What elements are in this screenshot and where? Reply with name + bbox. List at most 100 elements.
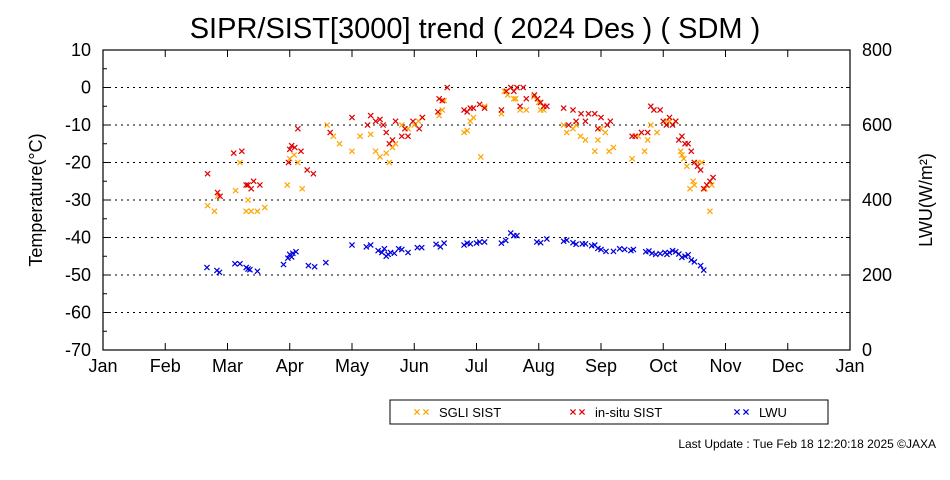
y-tick-label: -60 bbox=[65, 303, 91, 323]
data-point bbox=[203, 264, 210, 271]
data-point bbox=[602, 248, 610, 255]
data-point bbox=[439, 106, 446, 114]
data-point bbox=[383, 150, 390, 157]
x-tick-label: Feb bbox=[150, 356, 181, 376]
data-point bbox=[582, 240, 589, 247]
legend-marker bbox=[413, 408, 421, 416]
data-point bbox=[663, 121, 670, 129]
data-point bbox=[380, 121, 387, 129]
data-point bbox=[470, 105, 477, 112]
x-tick-label: May bbox=[335, 356, 369, 376]
data-point bbox=[372, 148, 379, 155]
data-point bbox=[467, 240, 474, 247]
legend-marker bbox=[733, 408, 741, 416]
x-tick-label: Apr bbox=[276, 356, 304, 376]
data-point bbox=[697, 166, 704, 174]
data-point bbox=[280, 261, 287, 268]
data-point bbox=[685, 140, 692, 147]
data-point bbox=[398, 246, 405, 253]
data-point bbox=[285, 159, 292, 166]
data-point bbox=[616, 245, 623, 252]
data-point bbox=[311, 263, 318, 270]
data-point bbox=[204, 170, 211, 177]
data-point bbox=[372, 118, 379, 125]
data-point bbox=[569, 239, 577, 246]
data-point bbox=[288, 142, 295, 149]
last-update-text: Last Update : Tue Feb 18 12:20:18 2025 ©… bbox=[678, 437, 936, 451]
data-point bbox=[291, 144, 298, 151]
y-tick-label: 0 bbox=[81, 78, 91, 98]
data-point bbox=[610, 248, 617, 255]
data-point bbox=[678, 151, 685, 159]
y2-tick-label: 600 bbox=[862, 115, 892, 135]
data-point bbox=[376, 153, 384, 160]
data-point bbox=[289, 250, 296, 257]
data-point bbox=[481, 105, 488, 112]
data-point bbox=[657, 250, 664, 257]
data-point bbox=[649, 250, 656, 257]
data-point bbox=[216, 269, 223, 276]
data-point bbox=[476, 101, 483, 108]
data-point bbox=[211, 208, 218, 215]
data-point bbox=[245, 196, 252, 204]
data-point bbox=[248, 185, 255, 192]
data-point bbox=[409, 118, 417, 125]
data-point bbox=[560, 121, 567, 129]
data-point bbox=[530, 93, 537, 100]
data-point bbox=[297, 148, 304, 155]
data-point bbox=[436, 95, 443, 102]
data-point bbox=[563, 129, 570, 136]
data-point bbox=[375, 247, 382, 254]
legend: SGLI SIST in-situ SIST LWU bbox=[389, 399, 829, 425]
data-point bbox=[214, 189, 221, 196]
data-point bbox=[418, 244, 425, 251]
data-point bbox=[700, 267, 707, 274]
data-point bbox=[436, 112, 443, 119]
data-point bbox=[294, 159, 301, 166]
data-point bbox=[678, 133, 685, 140]
data-point bbox=[517, 103, 524, 110]
data-point bbox=[383, 129, 390, 136]
data-point bbox=[444, 84, 451, 91]
data-point bbox=[348, 148, 356, 155]
y-tick-label: 10 bbox=[71, 40, 91, 60]
data-point bbox=[710, 174, 717, 181]
data-point bbox=[367, 131, 374, 138]
x-tick-label: Dec bbox=[772, 356, 804, 376]
data-point bbox=[573, 118, 580, 125]
data-point bbox=[245, 265, 252, 273]
data-point bbox=[591, 110, 598, 117]
data-point bbox=[685, 251, 692, 258]
data-point bbox=[476, 238, 483, 246]
legend-marker bbox=[742, 408, 750, 416]
data-point bbox=[261, 204, 268, 211]
data-point bbox=[691, 258, 698, 265]
data-point bbox=[246, 266, 253, 273]
x-tick-label: Jun bbox=[400, 356, 429, 376]
data-point bbox=[236, 159, 243, 166]
data-point bbox=[523, 95, 530, 102]
grid-lines bbox=[103, 87, 850, 313]
data-point bbox=[414, 244, 421, 251]
data-point bbox=[433, 241, 440, 248]
data-point bbox=[688, 256, 695, 264]
data-point bbox=[299, 185, 306, 192]
data-point bbox=[708, 181, 715, 189]
data-point bbox=[597, 114, 605, 121]
data-point bbox=[510, 95, 517, 102]
data-point bbox=[594, 136, 601, 144]
data-point bbox=[520, 84, 527, 91]
x-tick-label: Jan bbox=[835, 356, 864, 376]
data-point bbox=[650, 106, 657, 114]
data-point bbox=[327, 129, 334, 136]
data-point bbox=[389, 136, 396, 144]
chart-title: SIPR/SIST[3000] trend ( 2024 Des ) ( SDM… bbox=[190, 13, 761, 45]
legend-label: SGLI SIST bbox=[439, 405, 501, 420]
data-point bbox=[683, 163, 690, 170]
data-point bbox=[348, 241, 356, 249]
data-point bbox=[654, 129, 661, 136]
data-point bbox=[630, 246, 637, 253]
y2-axis-label: LWU(W/m²) bbox=[916, 153, 936, 247]
data-point bbox=[324, 121, 331, 129]
